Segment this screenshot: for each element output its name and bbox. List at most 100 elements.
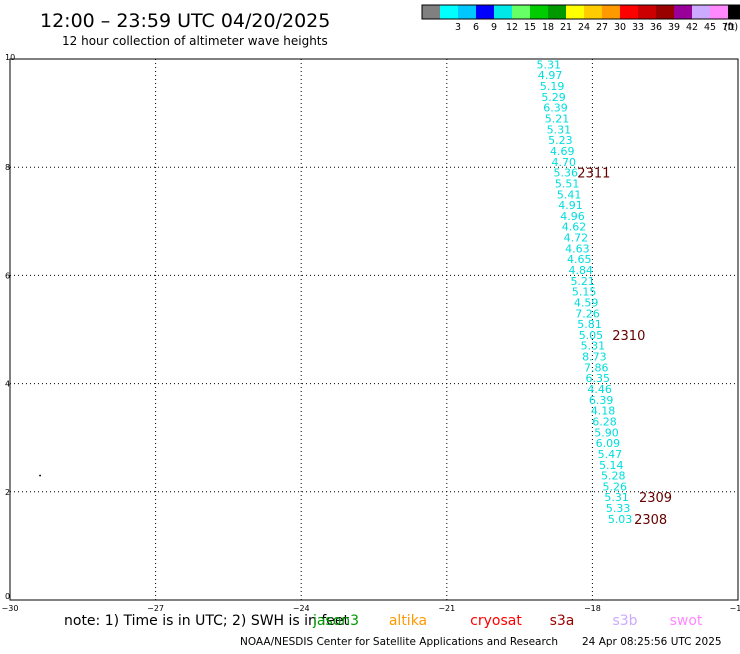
wave-height-label: 4.84	[569, 264, 594, 277]
satellite-legend-swot: swot	[670, 613, 703, 629]
color-scale-legend: 3 6 9 12 15 18 21 24 27 30 33 36 39 42 45 70(ft)	[421, 4, 740, 33]
colorbar-swatch	[476, 5, 494, 19]
wave-height-label: 4.46	[587, 383, 612, 396]
colorbar-swatch	[620, 5, 638, 19]
colorbar-tick-label: 18	[542, 22, 554, 33]
wave-height-label: 4.97	[538, 69, 563, 82]
wave-height-label: 6.39	[543, 102, 568, 115]
wave-height-label: 4.65	[567, 253, 592, 266]
latitude-tick-label: 10	[5, 53, 15, 62]
colorbar-swatch	[458, 5, 476, 19]
colorbar-swatch	[656, 5, 674, 19]
graticule	[10, 59, 738, 600]
wave-height-label: 5.31	[604, 491, 629, 504]
colorbar-swatch	[692, 5, 710, 19]
wave-height-label: 5.51	[555, 177, 580, 190]
colorbar-tick-label: 39	[668, 22, 680, 33]
wave-height-label: 5.36	[553, 167, 578, 180]
wave-height-labels: 5.314.975.195.296.395.215.315.234.694.70…	[536, 58, 632, 525]
longitude-tick-labels: −30 −27 −24 −21 −18 −15	[2, 604, 740, 613]
wave-height-label: 4.63	[565, 242, 590, 255]
map-frame	[9, 58, 739, 601]
colorbar-swatch	[440, 5, 458, 19]
wave-height-label: 6.09	[596, 437, 621, 450]
wave-height-label: 7.86	[584, 361, 609, 374]
page-title: 12:00 – 23:59 UTC 04/20/2025	[40, 10, 330, 32]
latitude-tick-label: 8	[5, 163, 10, 172]
wave-height-label: 5.15	[572, 286, 597, 299]
colorbar-tick-label: 24	[578, 22, 590, 33]
colorbar-tick-label: 6	[473, 22, 479, 33]
colorbar-swatch	[638, 5, 656, 19]
colorbar-tick-label: 45	[704, 22, 716, 33]
satellite-legend-s3b: s3b	[612, 613, 637, 629]
colorbar-tick-label: 70	[722, 22, 734, 33]
colorbar-tick-label: 15	[524, 22, 536, 33]
colorbar-swatch	[728, 5, 740, 19]
colorbar-swatch	[512, 5, 530, 19]
wave-height-label: 5.05	[579, 329, 604, 342]
latitude-tick-label: 0	[5, 592, 10, 601]
colorbar-tick-label: 30	[614, 22, 626, 33]
longitude-tick-label: −18	[584, 604, 601, 613]
wave-height-label: 5.14	[599, 459, 624, 472]
wave-height-label: 5.29	[541, 91, 566, 104]
satellite-legend-altika: altika	[389, 613, 427, 629]
wave-height-label: 7.26	[575, 307, 600, 320]
longitude-tick-label: −27	[147, 604, 164, 613]
latitude-tick-label: 2	[5, 488, 10, 497]
colorbar-tick-label: 27	[596, 22, 608, 33]
longitude-tick-label: −30	[2, 604, 19, 613]
footer-timestamp: 24 Apr 08:25:56 UTC 2025	[582, 636, 722, 648]
wave-height-label: 8.73	[582, 351, 607, 364]
wave-height-label: 5.31	[581, 340, 606, 353]
longitude-tick-label: −21	[438, 604, 455, 613]
wave-height-label: 4.62	[562, 221, 587, 234]
wave-height-label: 5.33	[606, 502, 631, 515]
wave-height-label: 6.28	[592, 415, 617, 428]
colorbar-unit-label: (ft)	[724, 22, 738, 33]
colorbar-swatch	[674, 5, 692, 19]
wave-height-label: 4.96	[560, 210, 585, 223]
wave-height-label: 5.19	[540, 80, 565, 93]
track-number-labels: 2311 2310 2309 2308	[577, 167, 672, 528]
wave-height-label: 5.41	[557, 188, 582, 201]
wave-height-label: 5.21	[570, 275, 595, 288]
wave-height-label: 5.21	[545, 113, 570, 126]
colorbar-swatch	[602, 5, 620, 19]
wave-height-label: 6.39	[589, 394, 614, 407]
track-number-label: 2309	[639, 491, 672, 506]
latitude-tick-label: 4	[5, 380, 10, 389]
colorbar-tick-label: 33	[632, 22, 644, 33]
latitude-tick-label: 6	[5, 271, 10, 280]
colorbar-tick-label: 3	[455, 22, 461, 33]
colorbar-tick-label: 12	[506, 22, 518, 33]
footer-note: note: 1) Time is in UTC; 2) SWH is in fe…	[64, 613, 350, 629]
wave-height-label: 4.69	[550, 145, 575, 158]
longitude-tick-label: −15	[730, 604, 740, 613]
colorbar-tick-label: 21	[560, 22, 572, 33]
satellite-legend-s3a: s3a	[550, 613, 575, 629]
wave-height-label: 6.35	[585, 372, 610, 385]
wave-height-label: 5.28	[601, 470, 626, 483]
wave-height-label: 5.31	[547, 123, 572, 136]
wave-height-label: 5.31	[536, 58, 561, 71]
colorbar-tick-label: 36	[650, 22, 662, 33]
satellite-legend: jason3 altika cryosat s3a s3b swot	[312, 613, 703, 629]
colorbar-tick-label: 42	[686, 22, 698, 33]
colorbar-swatch	[494, 5, 512, 19]
colorbar-frame	[421, 4, 740, 20]
wave-height-label: 5.47	[598, 448, 623, 461]
colorbar-swatch	[530, 5, 548, 19]
colorbar-tick-label: 9	[491, 22, 497, 33]
wave-height-label: 5.90	[594, 426, 619, 439]
colorbar-swatch	[584, 5, 602, 19]
wave-height-label: 5.81	[577, 318, 602, 331]
colorbar-swatch	[548, 5, 566, 19]
wave-height-label: 4.91	[558, 199, 583, 212]
longitude-tick-label: −24	[293, 604, 310, 613]
wave-height-label: 4.18	[591, 405, 616, 418]
